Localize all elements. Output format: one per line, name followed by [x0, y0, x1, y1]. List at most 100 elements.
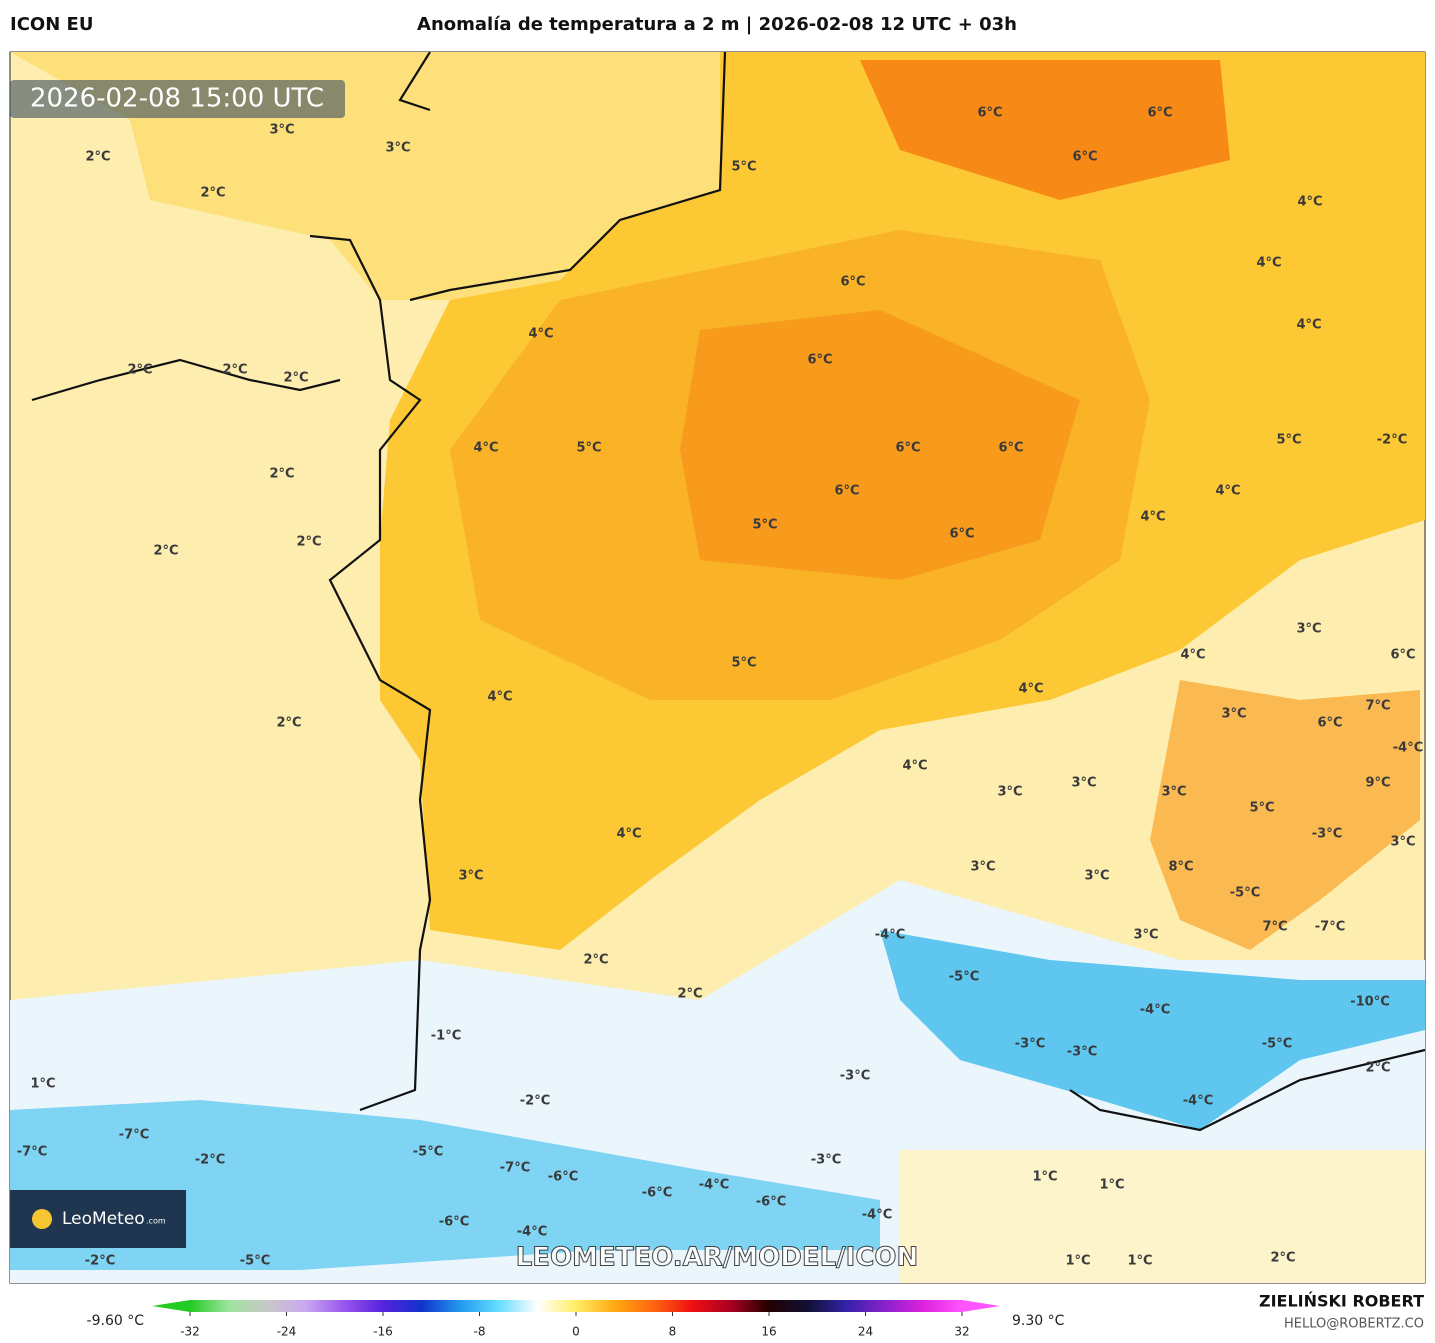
contour-label: -4°C	[517, 1225, 547, 1240]
contour-label: -3°C	[840, 1069, 870, 1084]
contour-label: -6°C	[642, 1186, 672, 1201]
contour-label: 2°C	[677, 987, 702, 1002]
contour-label: 6°C	[1072, 150, 1097, 165]
contour-label: 2°C	[222, 363, 247, 378]
contour-label: -7°C	[500, 1161, 530, 1176]
pyrenees-cold	[10, 1100, 880, 1270]
contour-label: 3°C	[458, 869, 483, 884]
contour-label: 4°C	[1140, 510, 1165, 525]
contour-label: 4°C	[1296, 318, 1321, 333]
contour-label: 3°C	[1296, 622, 1321, 637]
map-area	[9, 51, 1426, 1284]
contour-label: -10°C	[1350, 995, 1390, 1010]
contour-label: 7°C	[1262, 920, 1287, 935]
logo-name: LeoMeteo	[62, 1209, 145, 1229]
contour-label: 2°C	[127, 363, 152, 378]
colorbar: -32 -24 -16 -8 0 8 16 24 32 -9.60 °C 9.30 °C	[87, 1300, 1065, 1339]
contour-label: -5°C	[413, 1145, 443, 1160]
contour-label: 3°C	[1390, 835, 1415, 850]
colorbar-tick-label: 8	[669, 1325, 677, 1339]
contour-label: -1°C	[431, 1029, 461, 1044]
contour-label: -6°C	[756, 1195, 786, 1210]
contour-label: 5°C	[752, 518, 777, 533]
contour-label: -2°C	[1377, 433, 1407, 448]
contour-label: 3°C	[269, 123, 294, 138]
contour-labels: 3°C 3°C 2°C 2°C 5°C 6°C 6°C 6°C 4°C 4°C 4°C 6°C 4°C 6…	[17, 106, 1423, 1269]
contour-label: 4°C	[1256, 256, 1281, 271]
contour-label: -5°C	[1262, 1037, 1292, 1052]
contour-label: 2°C	[153, 544, 178, 559]
contour-label: 3°C	[970, 860, 995, 875]
contour-label: 5°C	[576, 441, 601, 456]
contour-label: 7°C	[1365, 699, 1390, 714]
contour-label: 5°C	[1249, 801, 1274, 816]
contour-label: 4°C	[473, 441, 498, 456]
colorbar-min-arrow	[152, 1300, 190, 1312]
coastline	[31, 51, 1426, 1132]
contour-label: 2°C	[1270, 1251, 1295, 1266]
contour-label: 3°C	[1084, 869, 1109, 884]
timestamp: 2026-02-08 15:00 UTC	[30, 84, 324, 114]
contour-label: 6°C	[949, 527, 974, 542]
contour-label: 2°C	[200, 186, 225, 201]
contour-label: 3°C	[1161, 785, 1186, 800]
contour-label: -2°C	[85, 1254, 115, 1269]
contour-label: 1°C	[1065, 1254, 1090, 1269]
contour-label: 3°C	[1133, 928, 1158, 943]
logo-suffix: .com	[146, 1217, 166, 1226]
contour-label: -7°C	[119, 1128, 149, 1143]
colorbar-tick-label: 0	[572, 1325, 580, 1339]
contour-label: 1°C	[1032, 1170, 1057, 1185]
colorbar-max-arrow	[962, 1300, 1000, 1312]
contour-label: 2°C	[276, 716, 301, 731]
contour-label: 3°C	[385, 141, 410, 156]
colorbar-tick-label: -8	[474, 1325, 486, 1339]
contour-label: -5°C	[240, 1254, 270, 1269]
colorbar-min-label: -9.60 °C	[87, 1313, 145, 1329]
author-email: HELLO@ROBERTZ.CO	[1284, 1317, 1424, 1332]
contour-label: -3°C	[1312, 827, 1342, 842]
contour-label: 6°C	[1147, 106, 1172, 121]
contour-label: -4°C	[699, 1178, 729, 1193]
contour-label: 6°C	[1390, 648, 1415, 663]
colorbar-tick-label: -16	[373, 1325, 393, 1339]
author-name: ZIELIŃSKI ROBERT	[1259, 1292, 1424, 1311]
contour-label: -3°C	[811, 1153, 841, 1168]
hot-region	[860, 60, 1230, 200]
contour-label: 2°C	[269, 467, 294, 482]
contour-label: 4°C	[1018, 682, 1043, 697]
contour-label: 8°C	[1168, 860, 1193, 875]
timestamp-box	[10, 80, 345, 118]
contour-label: -4°C	[862, 1208, 892, 1223]
contour-label: 2°C	[296, 535, 321, 550]
colorbar-max-label: 9.30 °C	[1012, 1313, 1065, 1329]
mediterranean	[900, 1150, 1425, 1283]
logo-sun	[32, 1209, 52, 1229]
contour-label: -4°C	[1393, 741, 1423, 756]
alps-warm	[1150, 680, 1420, 950]
contour-label: 1°C	[1099, 1178, 1124, 1193]
contour-label: 5°C	[731, 656, 756, 671]
colorbar-bar	[190, 1300, 962, 1312]
colorbar-tick-label: 24	[858, 1325, 873, 1339]
contour-label: -3°C	[1015, 1037, 1045, 1052]
colorbar-tick-label: 16	[761, 1325, 776, 1339]
contour-label: -5°C	[1230, 886, 1260, 901]
contour-label: 6°C	[977, 106, 1002, 121]
contour-label: 6°C	[895, 441, 920, 456]
contour-label: 6°C	[834, 484, 859, 499]
contour-label: -2°C	[520, 1094, 550, 1109]
colorbar-tick-label: -32	[180, 1325, 200, 1339]
contour-label: -4°C	[875, 928, 905, 943]
contour-label: -5°C	[949, 970, 979, 985]
contour-label: 5°C	[731, 160, 756, 175]
colorbar-tick-label: 32	[954, 1325, 969, 1339]
contour-label: 6°C	[807, 353, 832, 368]
contour-label: 3°C	[1071, 776, 1096, 791]
colorbar-tick-label: -24	[277, 1325, 297, 1339]
contour-label: -4°C	[1183, 1094, 1213, 1109]
contour-label: 2°C	[583, 953, 608, 968]
contour-label: 4°C	[902, 759, 927, 774]
contour-label: 9°C	[1365, 776, 1390, 791]
